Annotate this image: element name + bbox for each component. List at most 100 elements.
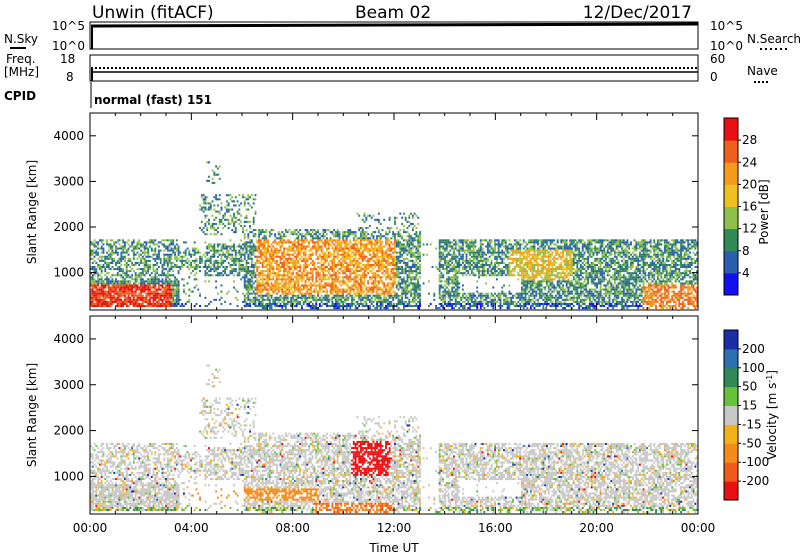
power-cell [206,253,209,256]
power-cell [132,290,135,293]
power-cell [306,292,309,295]
power-cell [224,253,227,256]
power-cell [336,288,339,291]
power-cell [365,243,368,246]
power-cell [102,288,105,291]
power-cell [440,294,443,297]
power-cell [458,257,461,260]
power-cell [313,229,316,232]
power-cell [213,245,216,248]
power-cell [402,239,405,242]
power-cell [372,251,375,254]
power-cell [474,302,477,305]
power-cell [243,241,246,244]
power-cell [447,239,450,242]
power-cell [465,268,468,271]
power-cell [327,300,330,303]
power-cell [458,263,461,266]
power-cell [216,274,219,277]
power-cell [383,235,386,238]
power-cell [113,292,116,295]
power-cell [143,270,146,273]
power-cell [136,261,139,264]
power-cell [118,257,121,260]
power-cell [438,286,441,289]
power-cell [222,216,225,219]
power-cell [333,290,336,293]
power-cell [465,243,468,246]
power-cell [136,257,139,260]
power-cell [243,298,246,301]
power-cell [159,257,162,260]
power-cell [352,270,355,273]
power-cell [367,247,370,250]
power-cell [259,300,262,303]
power-cell [302,300,305,303]
power-cell [438,290,441,293]
power-cell [311,274,314,277]
power-cell [145,247,148,250]
power-cell [165,268,168,271]
power-cell [365,300,368,303]
power-cell [374,282,377,285]
power-cell [467,247,470,250]
power-cell [293,261,296,264]
power-cell [134,278,137,281]
power-cell [95,302,98,305]
power-cell [265,251,268,254]
power-cell [479,298,482,301]
power-cell [132,241,135,244]
power-cell [401,222,404,225]
power-cell [145,261,148,264]
power-cell [202,265,205,269]
power-cell [342,247,345,250]
power-cell [247,235,250,238]
power-cell [222,274,225,277]
power-cell [233,200,235,203]
power-cell [258,235,260,238]
power-cell [165,278,168,281]
power-cell [211,224,214,228]
power-cell [356,265,359,269]
power-cell [386,292,389,295]
power-cell [411,278,414,281]
power-cell [231,272,234,275]
power-cell [115,261,117,264]
power-cell [478,272,480,275]
power-cell [320,259,323,262]
power-cell [461,253,464,256]
power-cell [123,257,126,260]
power-cell [390,247,393,250]
power-cell [250,206,253,209]
power-cell [338,263,341,266]
power-cell [157,284,160,287]
power-cell [152,243,155,246]
power-cell [461,307,464,310]
power-cell [442,290,445,293]
power-cell [279,259,282,262]
power-cell [250,263,253,266]
power-cell [445,245,448,248]
power-cell [141,290,144,293]
power-cell [122,300,125,303]
power-cell [283,302,286,305]
power-cell [345,235,348,238]
power-cell [177,292,180,295]
power-cell [372,249,375,252]
power-cell [140,288,142,291]
power-cell [306,231,309,234]
power-cell [122,282,125,285]
power-cell [281,296,284,299]
power-cell [404,292,407,295]
power-cell [461,274,464,277]
power-cell [301,288,303,291]
power-cell [138,255,141,258]
power-cell [401,302,404,305]
power-cell [343,268,346,271]
power-cell [141,278,144,281]
power-cell [149,280,151,283]
power-cell [208,161,210,164]
power-cell [182,290,185,293]
power-cell [259,257,262,260]
power-cell [138,253,141,256]
